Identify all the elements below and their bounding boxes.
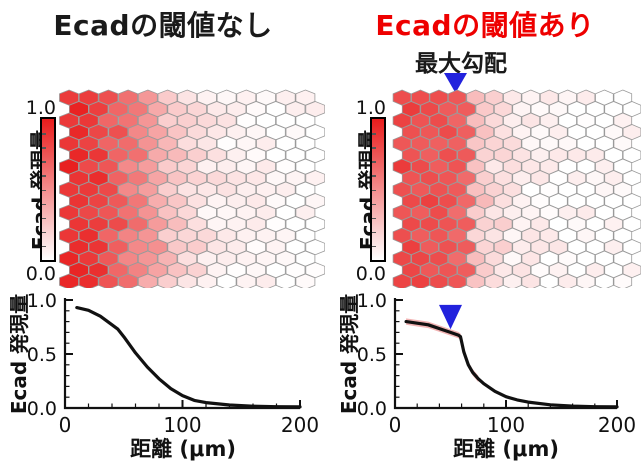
x-tick-label: 100 [163, 413, 201, 437]
hex-cell [177, 273, 198, 288]
right-colorbar [370, 117, 386, 262]
left-hex-heatmap [59, 89, 325, 288]
right-colorbar-min-tick: 0.0 [355, 263, 386, 285]
hex-cell [595, 273, 614, 288]
gradient-marker-icon [439, 304, 462, 330]
x-tick-label: 100 [487, 413, 525, 437]
data-curve [75, 306, 302, 409]
colorbar-minor-tick [42, 231, 46, 234]
hex-cell [613, 273, 633, 288]
left-plot-ylabel: Ecad 発現量 [10, 294, 31, 414]
hex-cell [411, 273, 430, 288]
x-tick-label: 0 [59, 413, 72, 437]
colorbar-minor-tick [372, 231, 376, 234]
colorbar-minor-tick [372, 161, 376, 163]
x-tick-label: 0 [389, 413, 402, 437]
data-curve [404, 320, 619, 409]
right-colorbar-max-tick: 1.0 [355, 97, 386, 119]
y-tick-label: 0.0 [27, 398, 57, 420]
colorbar-minor-tick [372, 133, 376, 135]
colorbar-minor-tick [372, 245, 376, 248]
colorbar-minor-tick [42, 189, 46, 191]
right-panel-title: Ecadの閾値あり [375, 9, 595, 42]
hex-cell [78, 273, 99, 288]
left-colorbar [40, 117, 56, 262]
hex-cell [521, 273, 541, 288]
y-tick-label: 1.0 [357, 292, 387, 312]
colorbar-minor-tick [42, 161, 46, 163]
colorbar-minor-tick [372, 175, 376, 177]
hex-cell [256, 273, 276, 288]
left-colorbar-max-tick: 1.0 [25, 97, 56, 119]
colorbar-minor-tick [372, 217, 376, 220]
hex-cell [503, 273, 522, 288]
hex-cell [98, 273, 119, 288]
hex-cell [447, 273, 467, 288]
colorbar-minor-tick [42, 245, 46, 248]
colorbar-minor-tick [42, 175, 46, 177]
hex-cell [295, 273, 316, 288]
colorbar-minor-tick [42, 147, 46, 149]
max-gradient-label: 最大勾配 [415, 51, 507, 77]
hex-cell [137, 273, 158, 288]
axis-spine [393, 298, 617, 410]
hex-cell [196, 273, 217, 288]
hex-cell [484, 273, 504, 288]
colorbar-minor-tick [42, 133, 46, 135]
hex-cell [236, 273, 257, 288]
y-tick-label: 0.5 [27, 344, 57, 366]
y-tick-label: 1.0 [27, 292, 57, 312]
hex-cell [429, 273, 449, 288]
colorbar-minor-tick [372, 189, 376, 191]
colorbar-minor-tick [372, 147, 376, 149]
hex-cell [118, 273, 138, 288]
x-tick-label: 200 [598, 413, 636, 437]
right-line-plot: Ecad 発現量 距離 (μm) 0.0 0.5 1.0 0 100 200 [340, 292, 636, 461]
hex-cell [558, 273, 577, 288]
hex-cell [576, 273, 596, 288]
hex-cell [216, 273, 237, 288]
left-colorbar-min-tick: 0.0 [25, 263, 56, 285]
right-plot-xlabel: 距離 (μm) [453, 437, 559, 461]
left-plot-xlabel: 距離 (μm) [130, 437, 236, 461]
y-tick-label: 0.5 [357, 344, 387, 366]
hex-cells [392, 89, 641, 288]
max-gradient-arrow-icon [444, 73, 467, 93]
hex-cell [539, 273, 559, 288]
hex-cells [59, 89, 325, 288]
hex-cell [157, 273, 178, 288]
left-panel-title: Ecadの閾値なし [53, 9, 273, 42]
left-line-plot: Ecad 発現量 距離 (μm) 0.0 0.5 1.0 0 100 200 [10, 292, 319, 461]
hex-cell [275, 273, 296, 288]
right-plot-ylabel: Ecad 発現量 [340, 294, 361, 414]
colorbar-minor-tick [42, 217, 46, 220]
hex-cell [392, 273, 412, 288]
y-tick-label: 0.0 [357, 398, 387, 420]
right-hex-heatmap [392, 89, 641, 288]
colorbar-minor-tick [42, 203, 46, 206]
colorbar-minor-tick [372, 203, 376, 206]
hex-cell [466, 273, 485, 288]
x-tick-label: 200 [281, 413, 319, 437]
hex-cell [59, 273, 79, 288]
error-band [406, 318, 479, 383]
